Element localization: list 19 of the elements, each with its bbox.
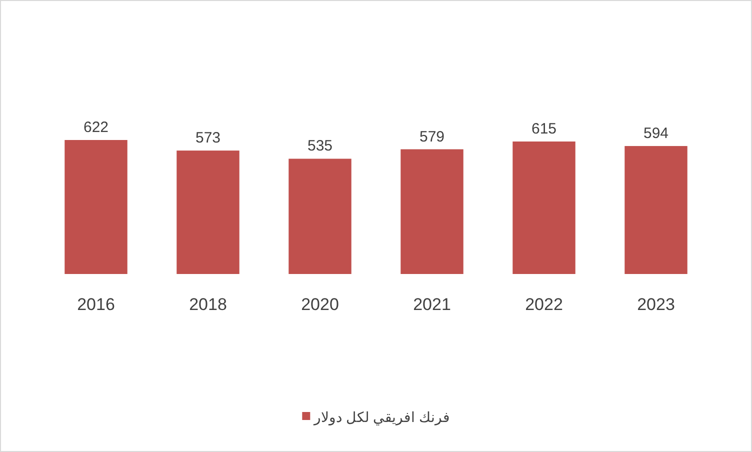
data-label: 573 <box>195 130 221 147</box>
x-tick-label: 2020 <box>301 295 339 314</box>
x-tick-label: 2018 <box>189 295 227 314</box>
x-tick-label: 2021 <box>413 295 451 314</box>
data-label: 535 <box>307 138 333 155</box>
bar <box>64 140 128 274</box>
bar <box>512 142 576 274</box>
data-label: 622 <box>83 119 109 136</box>
bar <box>624 146 688 274</box>
data-label: 615 <box>531 120 557 138</box>
data-label: 579 <box>419 128 445 146</box>
bar <box>176 150 240 274</box>
legend-label: فرنك افريقي لكل دولار <box>313 409 450 426</box>
x-tick-label: 2022 <box>525 295 563 314</box>
x-tick-label: 2023 <box>637 295 675 314</box>
x-tick-label: 2016 <box>77 295 115 314</box>
bar <box>400 149 464 274</box>
bar <box>288 158 352 274</box>
data-label: 594 <box>643 125 669 142</box>
